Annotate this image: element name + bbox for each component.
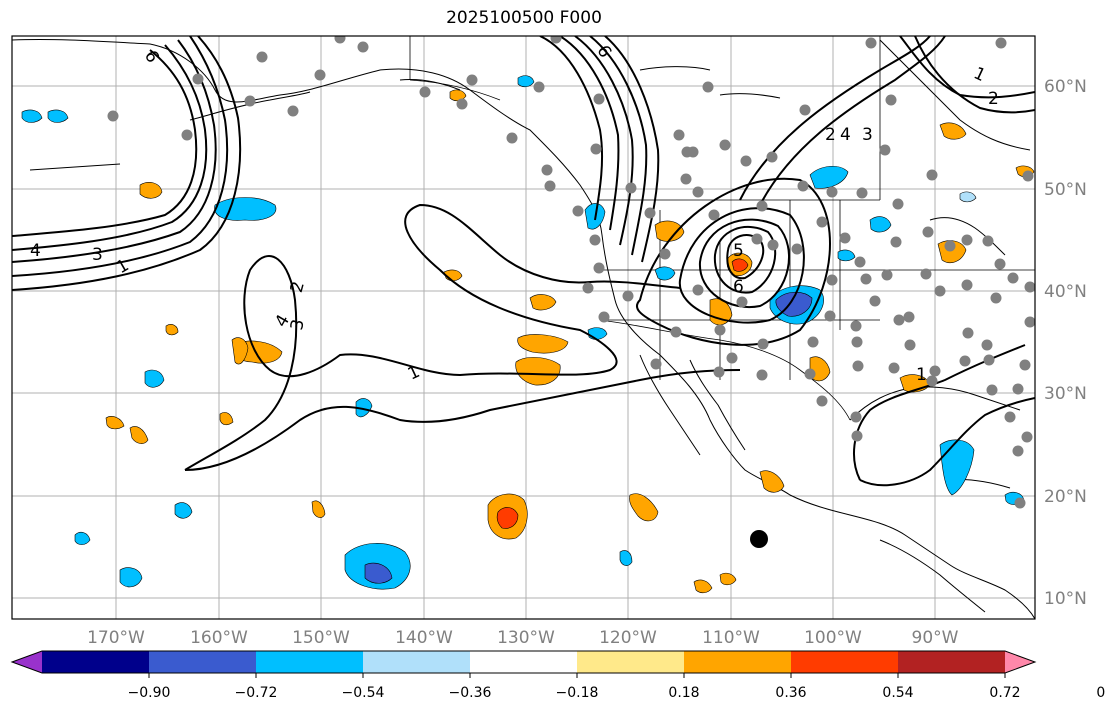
contour-label: 3 — [92, 245, 103, 265]
colorbar-tick-label: −0.72 — [235, 685, 278, 701]
lon-label-120w: 120°W — [599, 628, 657, 648]
colorbar-segment — [363, 651, 471, 673]
colorbar-tick-label: 0.54 — [882, 685, 913, 701]
colorbar-tick-label: 0.18 — [668, 685, 699, 701]
colorbar-tick-label: −0.54 — [342, 685, 385, 701]
map-title: 2025100500 F000 — [446, 8, 602, 28]
storm-center-marker — [750, 530, 768, 548]
lat-label-20n: 20°N — [1044, 487, 1087, 507]
contour-label: 4 — [30, 241, 41, 261]
station-markers — [107, 36, 1035, 509]
colorbar-segment — [791, 651, 899, 673]
lon-label-140w: 140°W — [395, 628, 453, 648]
colorbar-extend-low — [12, 651, 42, 673]
contour-label: 5 — [733, 241, 744, 261]
colorbar-segment — [577, 651, 685, 673]
contour-label: 3 — [287, 318, 309, 332]
contour-label: 2 — [988, 89, 999, 109]
colorbar-tick-label: 0.36 — [775, 685, 806, 701]
colorbar-segment — [42, 651, 150, 673]
lon-label-150w: 150°W — [292, 628, 350, 648]
map-area — [12, 36, 1035, 619]
colorbar-ticks: −0.90 −0.72 −0.54 −0.36 −0.18 0.18 0.36 0.54 0.7… — [128, 673, 1105, 701]
colorbar-segment — [470, 651, 578, 673]
lon-label-110w: 110°W — [702, 628, 760, 648]
colorbar-extend-high — [1005, 651, 1035, 673]
colorbar-tick-label: 0.72 — [989, 685, 1020, 701]
lat-label-10n: 10°N — [1044, 589, 1087, 609]
contour-label: 3 — [862, 125, 873, 145]
lat-label-50n: 50°N — [1044, 180, 1087, 200]
contour-label: 1 — [916, 365, 927, 385]
lat-label-40n: 40°N — [1044, 282, 1087, 302]
colorbar-segment — [256, 651, 364, 673]
lon-label-170w: 170°W — [87, 628, 145, 648]
negative-field-patches — [21, 75, 1025, 590]
contour-label: 4 — [840, 125, 851, 145]
contour-label: 2 — [287, 279, 309, 295]
contour-label: 2 — [825, 125, 836, 145]
lat-label-60n: 60°N — [1044, 77, 1087, 97]
lon-label-100w: 100°W — [804, 628, 862, 648]
colorbar-segment — [898, 651, 1006, 673]
colorbar-tick-label: −0.90 — [128, 685, 171, 701]
map-border — [11, 35, 1036, 620]
lon-label-90w: 90°W — [912, 628, 959, 648]
contour-lines — [12, 36, 1035, 487]
lon-label-130w: 130°W — [497, 628, 555, 648]
colorbar-outline — [10, 650, 1037, 674]
colorbar-tick-label: −0.36 — [449, 685, 492, 701]
colorbar-tick-label: 0.90 — [1096, 685, 1105, 701]
contour-label: 6 — [733, 277, 744, 297]
colorbar-tick-label: −0.18 — [556, 685, 599, 701]
colorbar-segment — [684, 651, 792, 673]
colorbar-segment — [149, 651, 257, 673]
lat-label-30n: 30°N — [1044, 384, 1087, 404]
colorbar — [10, 650, 1037, 674]
lon-label-160w: 160°W — [190, 628, 248, 648]
